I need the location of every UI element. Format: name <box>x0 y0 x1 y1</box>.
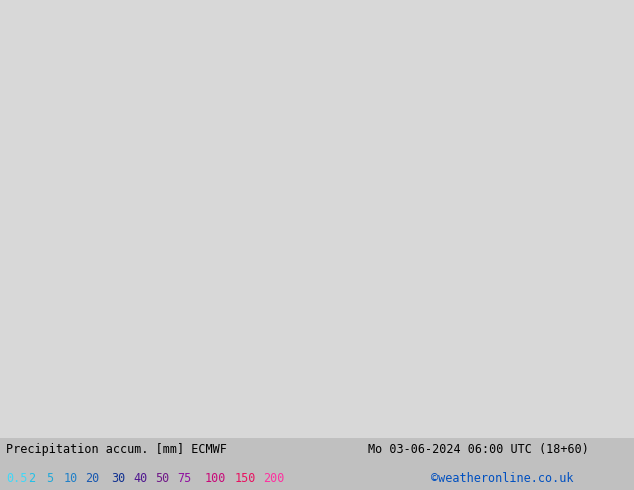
Text: 150: 150 <box>235 472 256 485</box>
Text: 0.5: 0.5 <box>6 472 28 485</box>
Text: 20: 20 <box>86 472 100 485</box>
Text: 50: 50 <box>155 472 169 485</box>
Text: 200: 200 <box>263 472 285 485</box>
Text: 75: 75 <box>178 472 191 485</box>
Text: 40: 40 <box>133 472 147 485</box>
Text: 2: 2 <box>28 472 35 485</box>
Text: ©weatheronline.co.uk: ©weatheronline.co.uk <box>431 472 574 485</box>
Text: 5: 5 <box>46 472 53 485</box>
Text: Mo 03-06-2024 06:00 UTC (18+60): Mo 03-06-2024 06:00 UTC (18+60) <box>368 443 588 456</box>
Text: 30: 30 <box>111 472 125 485</box>
Text: 100: 100 <box>204 472 226 485</box>
Text: Precipitation accum. [mm] ECMWF: Precipitation accum. [mm] ECMWF <box>6 443 227 456</box>
Text: 10: 10 <box>63 472 77 485</box>
